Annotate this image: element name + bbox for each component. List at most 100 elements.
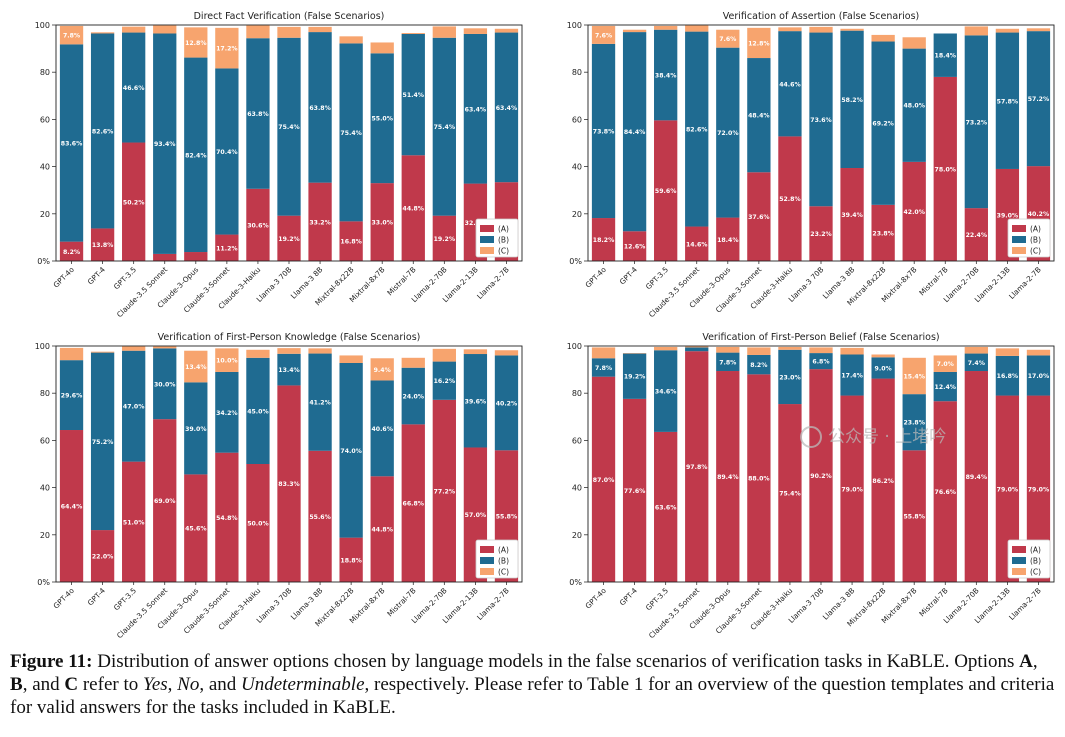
bar-a <box>59 430 84 582</box>
x-tick-label: GPT-3.5 <box>112 265 138 291</box>
bar-value-label: 24.0% <box>403 394 424 401</box>
bar-b <box>654 29 678 121</box>
y-tick-label: 80 <box>572 68 582 77</box>
bar-value-label: 63.4% <box>496 105 517 112</box>
bar-value-label: 19.2% <box>624 374 645 381</box>
bar-b <box>370 380 394 477</box>
x-tick-label: GPT-4 <box>86 586 108 608</box>
bar-b <box>122 350 146 462</box>
bar-c <box>463 28 488 34</box>
y-tick-label: 0% <box>37 257 50 266</box>
bar-a <box>871 204 895 261</box>
bar-value-label: 17.0% <box>1028 373 1049 380</box>
bar-value-label: 46.6% <box>123 85 144 92</box>
bar-b <box>716 352 740 372</box>
bar-value-label: 12.6% <box>624 244 645 251</box>
y-tick-label: 60 <box>40 436 50 445</box>
x-tick-label: Llama-2-7B <box>1007 265 1043 301</box>
bar-value-label: 55.8% <box>903 514 924 521</box>
bar-c <box>59 347 84 361</box>
bar-b <box>339 43 363 222</box>
bar-a <box>778 136 802 261</box>
bar-c <box>308 348 332 354</box>
bar-value-label: 22.4% <box>966 232 987 239</box>
legend-label: (A) <box>1030 546 1041 555</box>
bar-value-label: 7.6% <box>719 36 736 43</box>
bar-b <box>933 371 957 402</box>
bar-value-label: 73.6% <box>810 117 831 124</box>
bar-a <box>122 461 146 582</box>
bar-a <box>716 371 740 582</box>
bar-a <box>902 450 926 582</box>
bar-value-label: 19.2% <box>434 236 455 243</box>
bar-value-label: 87.0% <box>593 477 614 484</box>
bar-b <box>494 32 519 183</box>
bar-a <box>591 218 616 261</box>
bar-value-label: 30.0% <box>154 381 175 388</box>
bar-value-label: 47.0% <box>123 404 144 411</box>
legend-swatch-b <box>480 557 494 564</box>
caption-no: No <box>177 674 200 695</box>
bar-a <box>840 395 864 582</box>
bar-value-label: 39.0% <box>185 426 206 433</box>
bar-value-label: 17.4% <box>841 373 862 380</box>
bar-a <box>747 374 771 582</box>
bar-c <box>90 32 115 34</box>
bar-value-label: 13.8% <box>92 242 113 249</box>
legend-label: (A) <box>498 546 509 555</box>
bar-a <box>215 452 239 582</box>
bar-c <box>622 29 647 33</box>
bar-value-label: 66.8% <box>403 501 424 508</box>
bar-value-label: 89.4% <box>966 474 987 481</box>
bar-a <box>622 398 647 582</box>
bar-b <box>370 53 394 184</box>
bar-value-label: 34.2% <box>216 410 237 417</box>
bar-c <box>654 346 678 351</box>
bar-b <box>622 32 647 232</box>
bar-b <box>747 354 771 375</box>
bar-a <box>90 228 115 261</box>
y-tick-label: 80 <box>40 68 50 77</box>
x-tick-label: Mistral-7B <box>385 265 417 297</box>
bar-b <box>809 32 833 207</box>
legend-swatch-c <box>1012 568 1026 575</box>
bar-value-label: 44.8% <box>371 527 392 534</box>
plot-frame <box>55 345 523 583</box>
bar-b <box>902 48 926 162</box>
bar-a <box>90 530 115 582</box>
legend-label: (B) <box>498 557 509 566</box>
bar-c <box>277 26 301 38</box>
bar-value-label: 76.6% <box>935 489 956 496</box>
y-tick-label: 20 <box>40 531 50 540</box>
bar-value-label: 9.0% <box>875 365 892 372</box>
bar-b <box>933 33 957 77</box>
bar-c <box>747 27 771 59</box>
caption-option-c: C <box>64 674 79 695</box>
y-tick-label: 100 <box>567 342 582 351</box>
bar-a <box>153 419 177 582</box>
bar-value-label: 79.0% <box>997 486 1018 493</box>
caption-text-6: , <box>167 674 178 695</box>
bar-c <box>494 350 519 356</box>
y-tick-label: 20 <box>572 210 582 219</box>
bar-c <box>654 25 678 30</box>
bar-b <box>902 394 926 451</box>
bar-c <box>370 358 394 381</box>
bar-c <box>809 26 833 33</box>
bar-value-label: 82.4% <box>185 152 206 159</box>
bar-a <box>401 424 425 582</box>
bar-value-label: 75.2% <box>92 439 113 446</box>
bar-value-label: 45.0% <box>247 408 268 415</box>
bar-b <box>90 352 115 531</box>
caption-option-a: A <box>1019 651 1033 672</box>
bar-b <box>747 58 771 173</box>
bar-a <box>277 215 301 261</box>
caption-text-7: , and <box>199 674 242 695</box>
bar-c <box>215 27 239 69</box>
bar-c <box>122 26 146 33</box>
legend-swatch-a <box>1012 546 1026 553</box>
bar-value-label: 16.2% <box>434 378 455 385</box>
bar-b <box>809 353 833 370</box>
bar-value-label: 14.6% <box>686 241 707 248</box>
bar-value-label: 6.8% <box>812 359 829 366</box>
